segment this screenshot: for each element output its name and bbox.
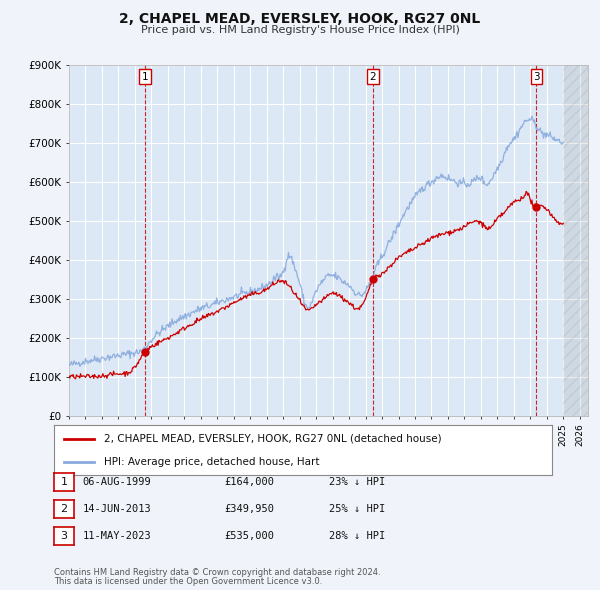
Text: 2: 2 xyxy=(370,71,376,81)
Text: 3: 3 xyxy=(61,532,67,541)
Text: £164,000: £164,000 xyxy=(224,477,274,487)
Text: HPI: Average price, detached house, Hart: HPI: Average price, detached house, Hart xyxy=(104,457,319,467)
Text: 25% ↓ HPI: 25% ↓ HPI xyxy=(329,504,385,514)
Text: £349,950: £349,950 xyxy=(224,504,274,514)
Text: 2: 2 xyxy=(61,504,67,514)
Text: 11-MAY-2023: 11-MAY-2023 xyxy=(83,532,151,541)
Text: Price paid vs. HM Land Registry's House Price Index (HPI): Price paid vs. HM Land Registry's House … xyxy=(140,25,460,35)
Text: 14-JUN-2013: 14-JUN-2013 xyxy=(83,504,151,514)
Text: 06-AUG-1999: 06-AUG-1999 xyxy=(83,477,151,487)
Text: £535,000: £535,000 xyxy=(224,532,274,541)
Text: This data is licensed under the Open Government Licence v3.0.: This data is licensed under the Open Gov… xyxy=(54,577,322,586)
Text: Contains HM Land Registry data © Crown copyright and database right 2024.: Contains HM Land Registry data © Crown c… xyxy=(54,568,380,577)
Text: 3: 3 xyxy=(533,71,540,81)
Text: 1: 1 xyxy=(142,71,148,81)
Text: 28% ↓ HPI: 28% ↓ HPI xyxy=(329,532,385,541)
Text: 2, CHAPEL MEAD, EVERSLEY, HOOK, RG27 0NL (detached house): 2, CHAPEL MEAD, EVERSLEY, HOOK, RG27 0NL… xyxy=(104,434,442,444)
Text: 1: 1 xyxy=(61,477,67,487)
Text: 2, CHAPEL MEAD, EVERSLEY, HOOK, RG27 0NL: 2, CHAPEL MEAD, EVERSLEY, HOOK, RG27 0NL xyxy=(119,12,481,26)
Bar xyxy=(563,65,588,416)
Text: 23% ↓ HPI: 23% ↓ HPI xyxy=(329,477,385,487)
